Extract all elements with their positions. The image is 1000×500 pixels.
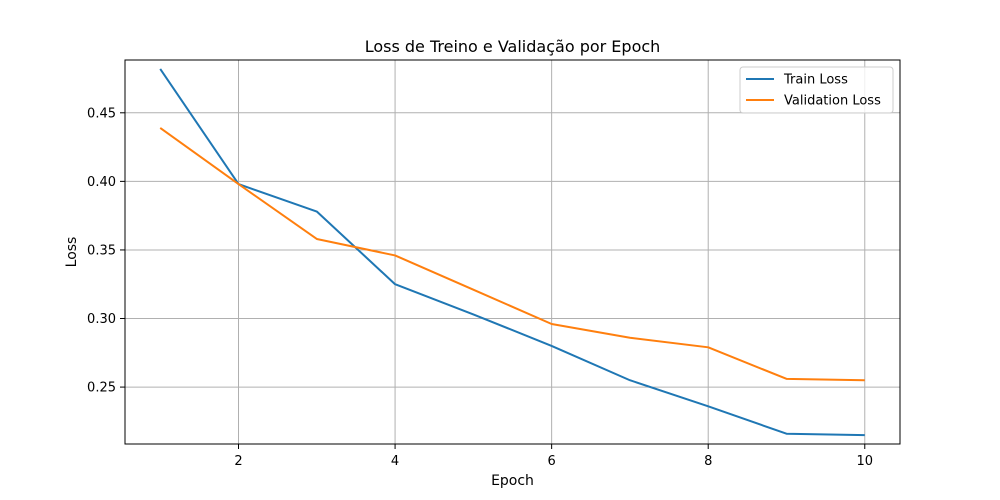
x-tick-label: 2: [234, 454, 242, 469]
series-line-validation-loss: [159, 127, 865, 382]
grid: [125, 60, 900, 444]
series-layer: [159, 68, 865, 437]
y-tick-label: 0.45: [87, 106, 116, 121]
chart-title: Loss de Treino e Validação por Epoch: [365, 37, 661, 56]
y-axis-ticks: 0.25 0.30 0.35 0.40 0.45: [87, 106, 125, 396]
legend-label-train-loss: Train Loss: [783, 73, 848, 88]
x-tick-label: 10: [856, 454, 873, 469]
x-axis-ticks: 2 4 6 8 10: [234, 444, 873, 469]
y-axis-label: Loss: [64, 237, 80, 268]
y-tick-label: 0.40: [87, 175, 116, 190]
x-tick-label: 6: [548, 454, 556, 469]
legend-box: [739, 66, 894, 114]
legend-label-validation-loss: Validation Loss: [784, 94, 881, 109]
legend: Train Loss Validation Loss: [739, 66, 894, 114]
x-tick-label: 8: [704, 454, 712, 469]
series-line-train-loss: [159, 68, 865, 437]
plot-frame: [124, 59, 901, 445]
y-tick-label: 0.35: [87, 243, 116, 258]
y-tick-label: 0.30: [87, 312, 116, 327]
x-axis-label: Epoch: [491, 473, 534, 489]
x-tick-label: 4: [391, 454, 399, 469]
y-tick-label: 0.25: [87, 381, 116, 396]
